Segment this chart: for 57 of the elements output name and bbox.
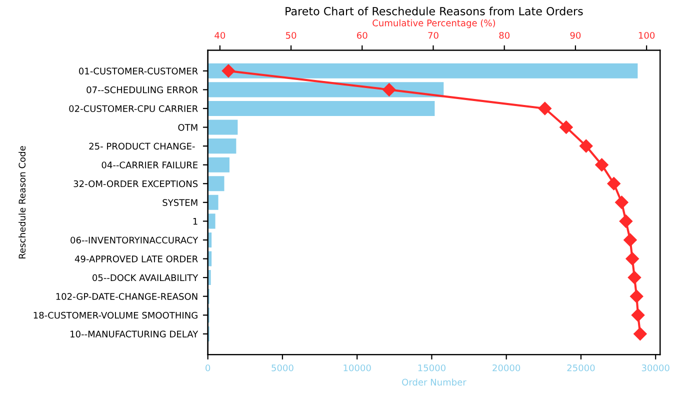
point xyxy=(560,120,573,134)
y-tick-label: 49-APPROVED LATE ORDER xyxy=(74,255,198,262)
bar xyxy=(208,176,224,192)
x2-tick-label: 100 xyxy=(638,32,655,39)
y-tick-label: SYSTEM xyxy=(162,199,198,206)
x-tick-label: 5000 xyxy=(272,364,294,372)
x-axis-title: Order Number xyxy=(402,378,466,386)
point xyxy=(595,158,608,172)
x2-tick-label: 40 xyxy=(214,32,226,39)
y-tick-label: 102-GP-DATE-CHANGE-REASON xyxy=(56,293,198,300)
y-tick-label: 06--INVENTORYINACCURACY xyxy=(70,236,198,244)
point xyxy=(619,214,633,228)
bar xyxy=(208,157,230,172)
x-tick-label: 15000 xyxy=(418,364,446,372)
point xyxy=(222,64,236,78)
x-tick-label: 30000 xyxy=(642,364,670,372)
y-tick-label: 1 xyxy=(193,218,198,225)
y-tick-label: OTM xyxy=(178,124,198,131)
point xyxy=(634,327,647,340)
x2-tick-label: 60 xyxy=(357,32,368,39)
y-tick-label: 25- PRODUCT CHANGE- xyxy=(89,142,195,150)
bar xyxy=(208,100,435,116)
x-tick-label: 20000 xyxy=(492,364,520,372)
y-tick-label: 05--DOCK AVAILABILITY xyxy=(92,274,198,282)
y-axis-title: Reschedule Reason Code xyxy=(18,146,26,258)
point xyxy=(538,102,552,116)
x2-axis-title: Cumulative Percentage (%) xyxy=(372,19,496,28)
y-tick-label: 32-OM-ORDER EXCEPTIONS xyxy=(74,180,198,188)
point xyxy=(580,139,593,153)
bar xyxy=(208,82,444,98)
point xyxy=(615,196,628,209)
x2-tick-label: 50 xyxy=(286,32,296,39)
x-tick-label: 0 xyxy=(206,364,210,372)
x2-tick-label: 70 xyxy=(428,32,438,39)
point xyxy=(626,252,639,266)
y-tick-label: 07--SCHEDULING ERROR xyxy=(86,86,198,94)
y-tick-label: 01-CUSTOMER-CUSTOMER xyxy=(79,68,198,74)
point xyxy=(631,308,645,322)
point xyxy=(630,290,644,303)
bar xyxy=(208,194,218,210)
y-tick-label: 02-CUSTOMER-CPU CARRIER xyxy=(69,105,198,112)
bar xyxy=(208,138,236,154)
chart-title: Pareto Chart of Reschedule Reasons from Late Orders xyxy=(286,6,583,16)
x2-tick-label: 90 xyxy=(570,32,581,39)
point xyxy=(628,270,642,284)
y-tick-label: 10--MANUFACTURING DELAY xyxy=(70,330,198,338)
bar xyxy=(208,120,238,135)
point xyxy=(624,233,637,247)
x-tick-label: 10000 xyxy=(344,364,371,372)
point xyxy=(607,177,620,190)
bar xyxy=(208,63,638,78)
y-tick-label: 18-CUSTOMER-VOLUME SMOOTHING xyxy=(34,312,198,319)
x-tick-label: 25000 xyxy=(567,364,595,372)
x2-tick-label: 80 xyxy=(499,32,510,39)
bar xyxy=(208,214,216,229)
y-tick-label: 04--CARRIER FAILURE xyxy=(102,162,198,168)
point xyxy=(382,83,396,96)
